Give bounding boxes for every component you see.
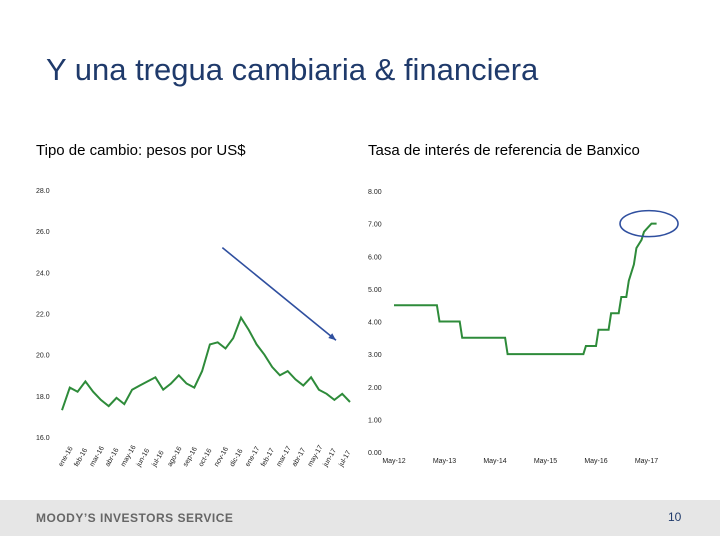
trend-arrow (221, 247, 337, 341)
footer-bar: MOODY’S INVESTORS SERVICE (0, 500, 720, 536)
x-tick-label: dic-16 (229, 448, 245, 468)
series-line (394, 222, 657, 356)
series-line (61, 315, 351, 411)
x-tick-label: nov-16 (213, 446, 230, 468)
x-tick-label: May-12 (382, 458, 405, 465)
footer-brand: MOODY’S INVESTORS SERVICE (36, 511, 234, 525)
exchange-rate-chart: 28.026.024.022.020.018.016.0ene-16feb-16… (36, 188, 353, 469)
x-tick-label: jul-17 (337, 450, 352, 469)
page-number: 10 (668, 510, 682, 524)
x-tick-label: May-15 (534, 458, 557, 465)
x-tick-label: May-17 (635, 458, 658, 465)
x-tick-label: feb-17 (260, 447, 276, 468)
y-tick-label: 1.00 (368, 417, 382, 424)
x-tick-label: abr-16 (104, 447, 120, 468)
y-tick-label: 28.0 (36, 188, 50, 195)
x-tick-label: feb-16 (73, 447, 89, 468)
x-tick-label: May-14 (483, 458, 506, 465)
y-tick-label: 20.0 (36, 353, 50, 360)
right-chart-title: Tasa de interés de referencia de Banxico (368, 142, 640, 159)
y-tick-label: 7.00 (368, 222, 382, 229)
y-tick-label: 22.0 (36, 312, 50, 319)
y-tick-label: 0.00 (368, 450, 382, 457)
y-tick-label: 26.0 (36, 229, 50, 236)
x-tick-label: oct-16 (198, 448, 214, 468)
x-tick-label: abr-17 (291, 447, 307, 468)
y-tick-label: 16.0 (36, 435, 50, 442)
x-tick-label: jun-17 (322, 448, 338, 469)
y-tick-label: 2.00 (368, 385, 382, 392)
x-tick-label: May-16 (584, 458, 607, 465)
y-tick-label: 3.00 (368, 352, 382, 359)
y-tick-label: 18.0 (36, 394, 50, 401)
x-tick-label: jul-16 (151, 450, 166, 469)
left-chart-title: Tipo de cambio: pesos por US$ (36, 142, 246, 159)
slide-title: Y una tregua cambiaria & financiera (46, 52, 539, 87)
arrow-head (328, 333, 336, 341)
y-tick-label: 6.00 (368, 254, 382, 261)
interest-rate-chart: 8.007.006.005.004.003.002.001.000.00May-… (368, 189, 679, 465)
y-tick-label: 4.00 (368, 320, 382, 327)
x-tick-label: jun-16 (135, 448, 151, 469)
y-tick-label: 5.00 (368, 287, 382, 294)
x-tick-label: sep-16 (182, 446, 199, 468)
x-tick-label: May-13 (433, 458, 456, 465)
highlight-ellipse (619, 209, 679, 238)
y-tick-label: 8.00 (368, 189, 382, 196)
y-tick-label: 24.0 (36, 270, 50, 277)
